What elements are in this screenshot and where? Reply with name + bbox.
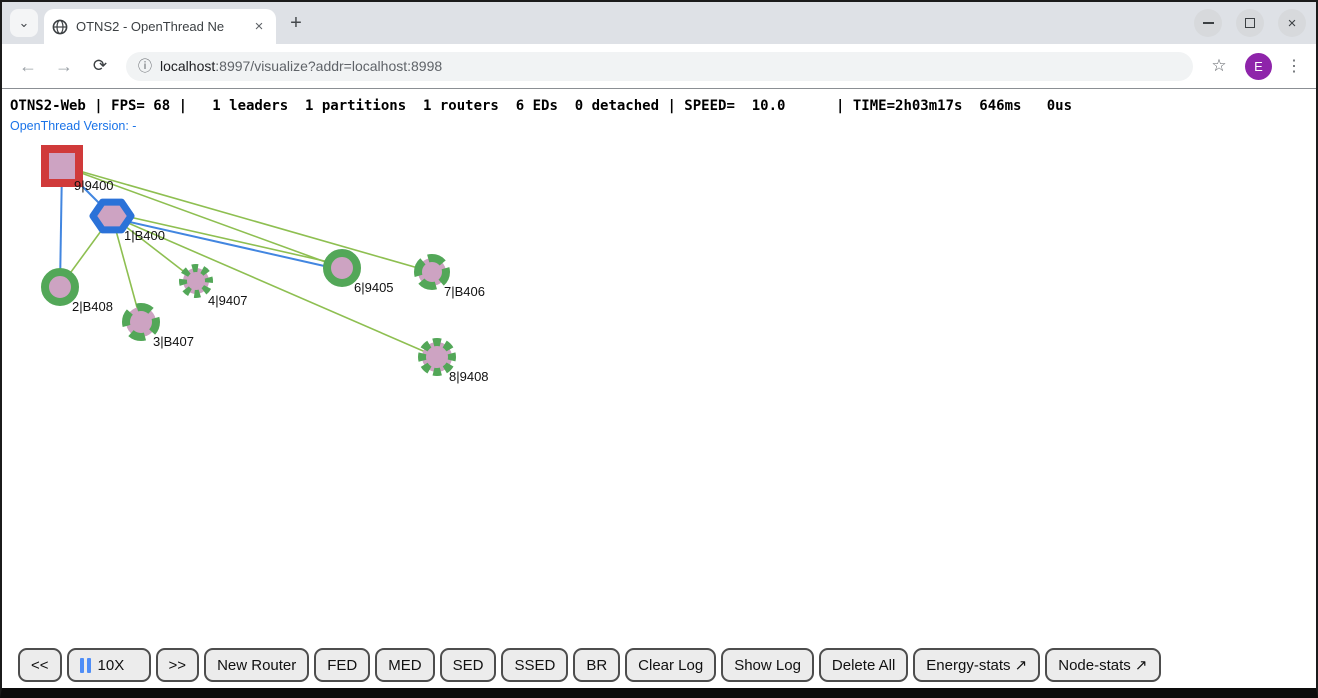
fed-button[interactable]: FED	[314, 648, 371, 682]
close-icon: ×	[1287, 14, 1297, 32]
node-7[interactable]	[414, 254, 450, 290]
network-canvas: 9|9400 1|B400 2|B408 3|B407 4|9407 6|9405 7|B4…	[41, 145, 489, 384]
url-path: :8997/visualize?addr=localhost:8998	[215, 58, 443, 74]
show-log-label: Show Log	[734, 656, 801, 674]
node-8-label: 8|9408	[449, 369, 489, 384]
page-info-icon[interactable]: ⓘ	[138, 58, 152, 74]
browser-menu-icon[interactable]: ⋮	[1282, 50, 1306, 82]
minimize-icon	[1202, 22, 1214, 24]
node-3-label: 3|B407	[153, 334, 194, 349]
url-text: localhost:8997/visualize?addr=localhost:…	[160, 58, 442, 74]
browser-tab[interactable]: OTNS2 - OpenThread Ne ×	[44, 9, 276, 44]
window-controls: ×	[1194, 9, 1306, 37]
simulation-status-line: OTNS2-Web | FPS= 68 | 1 leaders 1 partit…	[10, 98, 1073, 114]
link-node-1-node-3	[111, 215, 142, 323]
globe-favicon-icon	[52, 19, 68, 34]
bookmark-star-icon[interactable]: ☆	[1203, 50, 1235, 82]
node-2-label: 2|B408	[72, 299, 113, 314]
node-stats-button[interactable]: Node-stats ↗	[1045, 648, 1161, 682]
window-minimize-button[interactable]	[1194, 9, 1222, 37]
sim-toolbar: << 10X >> New Router FED MED SED SSED BR Clear Lo…	[18, 648, 1161, 682]
tab-search-button[interactable]: ⌄	[10, 9, 38, 37]
forward-button[interactable]: →	[48, 50, 80, 82]
link-node-1-node-6	[111, 212, 343, 266]
node-3[interactable]	[122, 303, 160, 341]
med-button[interactable]: MED	[375, 648, 435, 682]
clear-log-button[interactable]: Clear Log	[625, 648, 717, 682]
link-node-1-node-6	[111, 217, 343, 271]
reload-button[interactable]: ⟳	[84, 50, 116, 82]
ssed-label: SSED	[514, 656, 556, 674]
browser-navbar: ← → ⟳ ⓘ localhost:8997/visualize?addr=lo…	[2, 44, 1316, 89]
sed-button[interactable]: SED	[439, 648, 497, 682]
ssed-button[interactable]: SSED	[501, 648, 569, 682]
node-4-label: 4|9407	[208, 293, 248, 308]
speed-up-label: >>	[168, 656, 187, 674]
pause-icon	[79, 657, 91, 673]
node-stats-label: Node-stats ↗	[1058, 657, 1148, 674]
br-label: BR	[586, 656, 608, 674]
page-content: 9|9400 1|B400 2|B408 3|B407 4|9407 6|9405 7|B4…	[2, 89, 1316, 688]
link-node-1-node-8	[111, 215, 438, 358]
fed-label: FED	[327, 656, 358, 674]
delete-all-label: Delete All	[831, 656, 896, 674]
node-6[interactable]	[323, 249, 361, 287]
url-bar[interactable]: ⓘ localhost:8997/visualize?addr=localhos…	[126, 51, 1193, 81]
new-router-button[interactable]: New Router	[204, 648, 310, 682]
node-6-label: 6|9405	[354, 280, 394, 295]
node-9-label: 9|9400	[74, 178, 114, 193]
url-host: localhost	[160, 58, 216, 74]
new-tab-button[interactable]: +	[282, 9, 310, 37]
node-1-label: 1|B400	[124, 228, 165, 243]
clear-log-label: Clear Log	[638, 656, 704, 674]
link-node-9-node-6	[61, 165, 343, 269]
node-9[interactable]	[41, 145, 83, 187]
show-log-button[interactable]: Show Log	[721, 648, 814, 682]
link-node-9-node-7	[61, 165, 433, 273]
window-close-button[interactable]: ×	[1278, 9, 1306, 37]
energy-stats-button[interactable]: Energy-stats ↗	[913, 648, 1041, 682]
profile-avatar[interactable]: E	[1245, 52, 1272, 80]
speed-down-label: <<	[31, 656, 49, 674]
maximize-icon	[1245, 18, 1255, 28]
pause-speed-button[interactable]: 10X	[66, 648, 151, 682]
node-2[interactable]	[41, 268, 79, 306]
node-8[interactable]	[418, 338, 456, 376]
speed-down-button[interactable]: <<	[18, 648, 62, 682]
tab-strip: ⌄ OTNS2 - OpenThread Ne × + ×	[2, 2, 1316, 44]
node-7-label: 7|B406	[444, 284, 485, 299]
energy-stats-label: Energy-stats ↗	[926, 657, 1028, 674]
tab-title: OTNS2 - OpenThread Ne	[76, 19, 225, 34]
delete-all-button[interactable]: Delete All	[818, 648, 909, 682]
sed-label: SED	[452, 656, 484, 674]
med-label: MED	[388, 656, 422, 674]
chevron-down-icon: ⌄	[18, 15, 30, 30]
pause-speed-label: 10X	[97, 656, 125, 674]
node-4[interactable]	[179, 264, 213, 298]
new-router-label: New Router	[217, 656, 297, 674]
br-button[interactable]: BR	[573, 648, 621, 682]
speed-up-button[interactable]: >>	[155, 648, 200, 682]
window-maximize-button[interactable]	[1236, 9, 1264, 37]
tab-close-icon[interactable]: ×	[254, 17, 264, 35]
node-1[interactable]	[89, 198, 135, 234]
back-button[interactable]: ←	[12, 50, 44, 82]
openthread-version-label: OpenThread Version: -	[10, 119, 137, 133]
